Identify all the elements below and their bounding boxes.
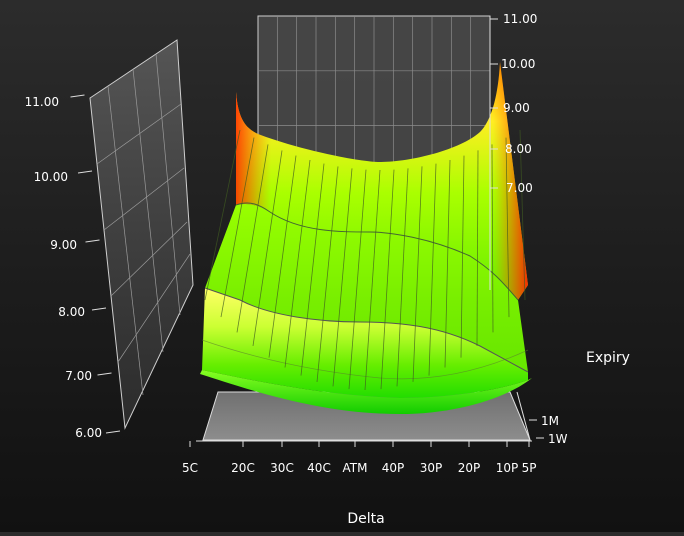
surface-mesh-line bbox=[220, 137, 255, 318]
surface-mesh-line bbox=[428, 163, 437, 376]
surface-mesh-line bbox=[284, 159, 311, 368]
x-tick-label: 20P bbox=[458, 461, 481, 475]
z-back-tick-label: 9.00 bbox=[503, 101, 530, 115]
surface-mesh-line bbox=[332, 168, 353, 387]
z-tick-label: 11.00 bbox=[25, 95, 59, 109]
z-tick-label: 9.00 bbox=[50, 238, 77, 252]
surface-mesh-line bbox=[364, 169, 381, 391]
x-tick-label: ATM bbox=[343, 461, 368, 475]
x-tick-label: 5P bbox=[522, 461, 537, 475]
surface-mesh-line bbox=[348, 169, 367, 390]
surface-mesh-line bbox=[316, 166, 339, 382]
z-tick-mark bbox=[105, 430, 121, 434]
surface-mesh-line bbox=[460, 155, 465, 358]
z-tick-label: 7.00 bbox=[65, 369, 92, 383]
vol-surface bbox=[200, 62, 532, 414]
z-tick-mark bbox=[91, 307, 107, 311]
z-tick-label: 8.00 bbox=[58, 305, 85, 319]
z-tick-label: 10.00 bbox=[34, 170, 68, 184]
y-axis-title: Expiry bbox=[586, 350, 630, 366]
x-tick-label: 5C bbox=[182, 461, 198, 475]
z-tick-mark bbox=[70, 94, 85, 98]
y-tick-label: 1W bbox=[548, 432, 568, 446]
z-tick-mark bbox=[85, 239, 100, 243]
surface-mesh-line bbox=[300, 163, 325, 376]
y-tick-label: 1M bbox=[541, 414, 559, 428]
surface-mesh-line bbox=[476, 150, 479, 346]
surface-mesh-line bbox=[505, 137, 510, 318]
z-tick-label: 6.00 bbox=[75, 426, 102, 440]
surface-mesh-line bbox=[252, 150, 283, 346]
surface-mesh-line bbox=[204, 129, 241, 301]
z-back-tick-label: 7.00 bbox=[506, 181, 533, 195]
surface-mesh-line bbox=[236, 144, 269, 333]
z-back-tick-label: 8.00 bbox=[505, 142, 532, 156]
surface-mesh-line bbox=[412, 166, 423, 382]
z-back-tick-label: 11.00 bbox=[503, 12, 537, 26]
x-tick-label: 10P bbox=[496, 461, 519, 475]
surface-mesh-line bbox=[268, 155, 297, 358]
surface-mesh-line bbox=[491, 144, 494, 333]
surface-mesh-line bbox=[380, 169, 395, 390]
x-tick-label: 40P bbox=[382, 461, 405, 475]
surface-mesh-line bbox=[519, 129, 526, 301]
depth-axis-frame bbox=[516, 391, 531, 441]
z-tick-mark bbox=[77, 170, 93, 174]
x-tick-label: 30C bbox=[270, 461, 294, 475]
surface-mesh-line bbox=[396, 168, 409, 387]
x-tick-label: 40C bbox=[307, 461, 331, 475]
x-tick-label: 20C bbox=[231, 461, 255, 475]
z-tick-mark bbox=[97, 372, 112, 376]
x-axis-title: Delta bbox=[347, 511, 384, 527]
z-back-tick-label: 10.00 bbox=[501, 57, 535, 71]
left-wall bbox=[89, 39, 194, 430]
x-tick-label: 30P bbox=[420, 461, 443, 475]
surface-mesh-line bbox=[444, 159, 451, 368]
